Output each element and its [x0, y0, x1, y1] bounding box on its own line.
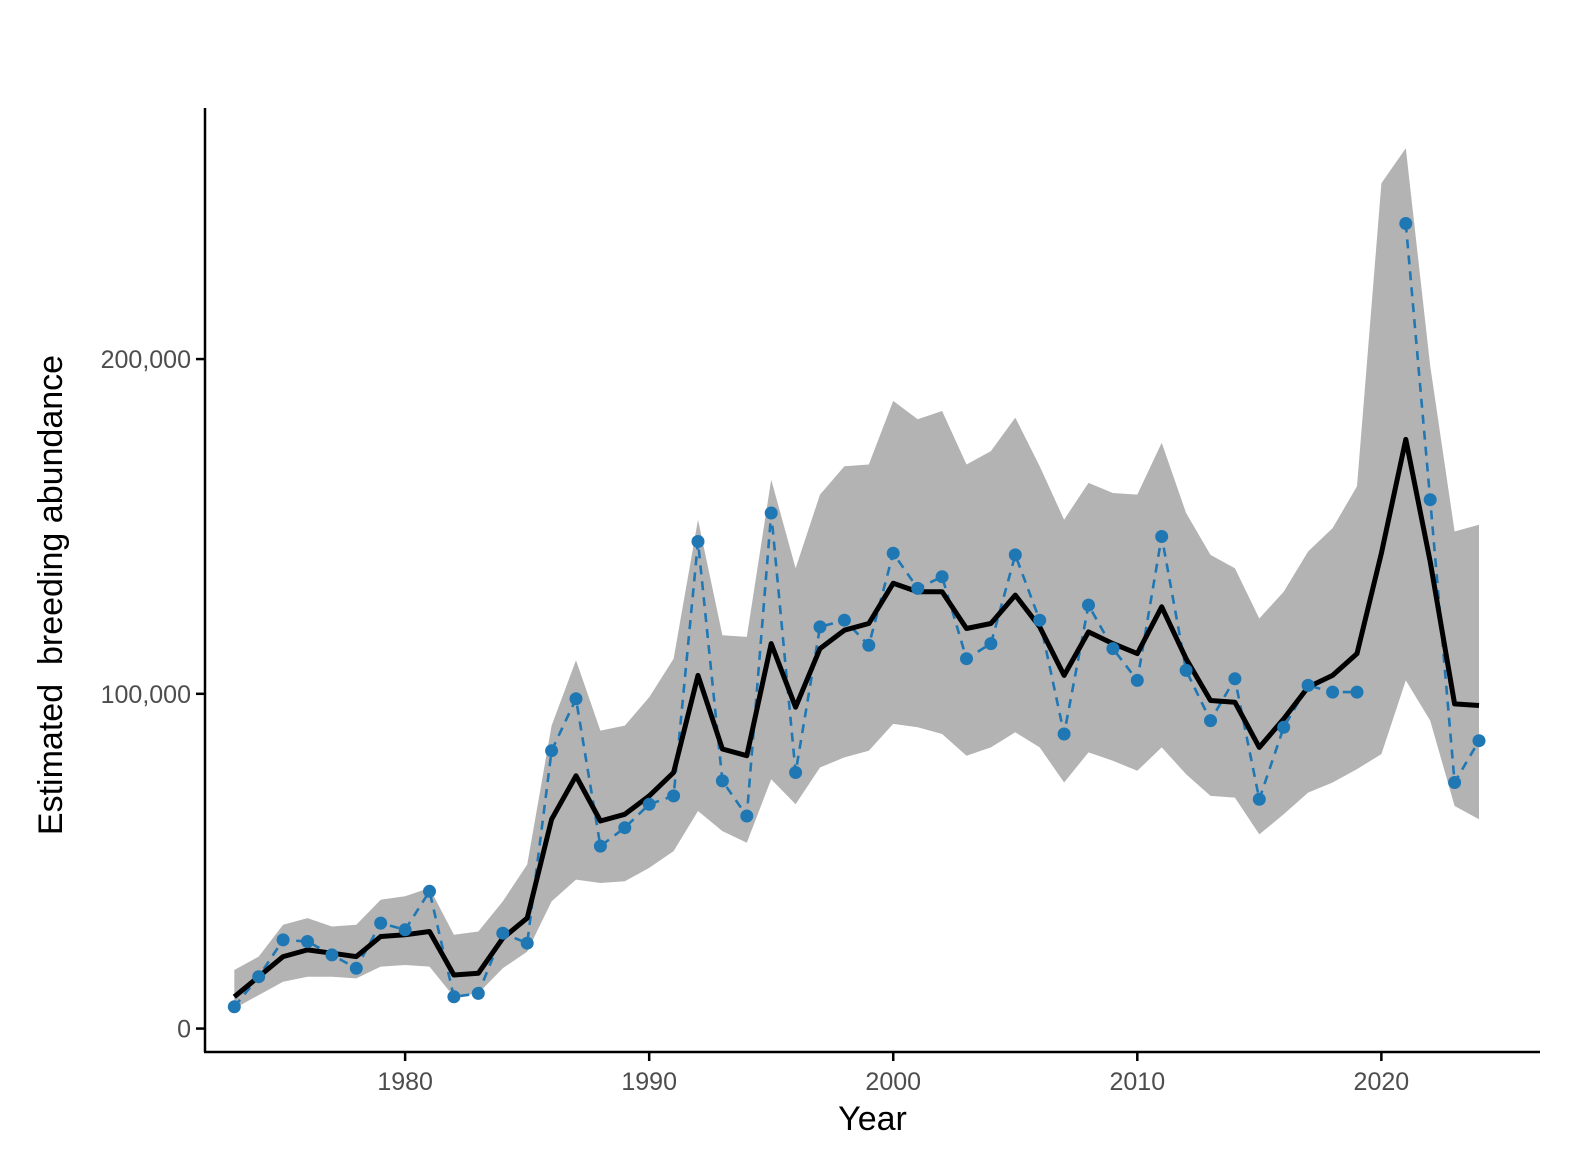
observed-point: [1253, 793, 1266, 806]
observed-point: [1424, 493, 1437, 506]
observed-point: [838, 614, 851, 627]
observed-point: [447, 990, 460, 1003]
plot-area: [228, 148, 1486, 1013]
observed-point: [1033, 614, 1046, 627]
observed-point: [521, 937, 534, 950]
observed-point: [984, 637, 997, 650]
observed-point: [350, 962, 363, 975]
x-tick-label: 1980: [377, 1068, 433, 1096]
observed-point: [399, 923, 412, 936]
observed-point: [1058, 728, 1071, 741]
observed-point: [423, 885, 436, 898]
observed-point: [1180, 664, 1193, 677]
observed-point: [618, 821, 631, 834]
observed-point: [911, 582, 924, 595]
observed-point: [1326, 686, 1339, 699]
observed-point: [277, 933, 290, 946]
x-tick-label: 1990: [621, 1068, 677, 1096]
x-axis-title: Year: [838, 1100, 907, 1138]
observed-point: [252, 970, 265, 983]
y-tick-label: 200,000: [101, 346, 191, 374]
observed-point: [789, 766, 802, 779]
observed-point: [1155, 530, 1168, 543]
observed-point: [1277, 721, 1290, 734]
observed-point: [960, 652, 973, 665]
observed-point: [301, 935, 314, 948]
observed-point: [325, 948, 338, 961]
observed-point: [692, 535, 705, 548]
y-axis-title: Estimated breeding abundance: [32, 355, 70, 835]
observed-point: [1448, 776, 1461, 789]
observed-point: [740, 810, 753, 823]
observed-point: [1302, 679, 1315, 692]
observed-point: [545, 744, 558, 757]
observed-point: [936, 570, 949, 583]
observed-point: [1351, 686, 1364, 699]
x-tick-label: 2020: [1354, 1068, 1410, 1096]
y-tick-label: 0: [177, 1016, 191, 1044]
observed-point: [1082, 599, 1095, 612]
observed-point: [496, 927, 509, 940]
observed-point: [1106, 642, 1119, 655]
observed-point: [887, 547, 900, 560]
x-tick-label: 2000: [865, 1068, 921, 1096]
observed-point: [1228, 672, 1241, 685]
observed-point: [716, 774, 729, 787]
y-axis-ticks: 0 100,000 200,000: [101, 346, 205, 1044]
observed-point: [594, 840, 607, 853]
observed-point: [667, 789, 680, 802]
observed-point: [862, 639, 875, 652]
observed-point: [765, 507, 778, 520]
x-tick-label: 2010: [1109, 1068, 1165, 1096]
observed-point: [1473, 734, 1486, 747]
observed-point: [1009, 548, 1022, 561]
observed-point: [472, 987, 485, 1000]
observed-point: [1204, 714, 1217, 727]
observed-point: [814, 620, 827, 633]
observed-point: [570, 692, 583, 705]
observed-point: [1399, 217, 1412, 230]
confidence-band: [234, 148, 1479, 1008]
x-axis-ticks: 1980 1990 2000 2010 2020: [377, 1052, 1409, 1096]
observed-point: [228, 1000, 241, 1013]
observed-point: [374, 917, 387, 930]
observed-point: [1131, 674, 1144, 687]
y-tick-label: 100,000: [101, 681, 191, 709]
observed-point: [643, 798, 656, 811]
